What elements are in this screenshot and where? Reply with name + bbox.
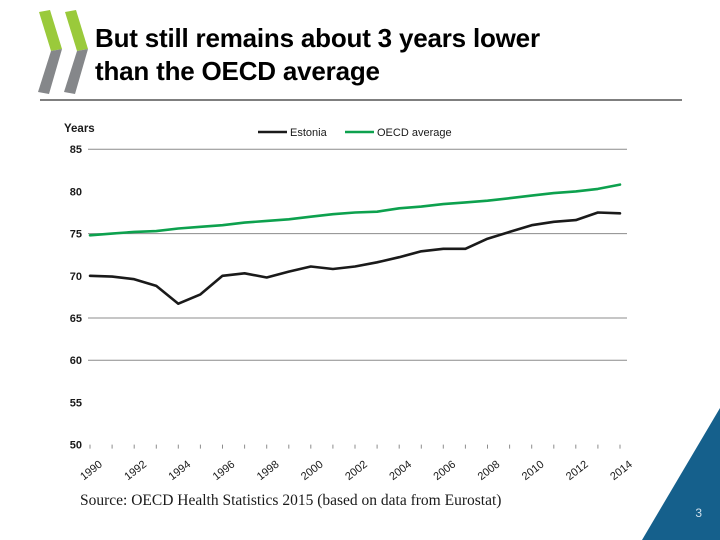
y-tick-label-50: 50 (70, 440, 82, 452)
y-tick-label-60: 60 (70, 355, 82, 367)
source-note: Source: OECD Health Statistics 2015 (bas… (80, 492, 502, 509)
x-tick-label-2000: 2000 (299, 459, 326, 484)
header-divider (40, 99, 682, 101)
chevron-right-gray (64, 49, 88, 94)
y-axis-title: Years (64, 123, 95, 135)
chevron-right-green (65, 10, 88, 51)
slide-title-line1: But still remains about 3 years lower (95, 23, 540, 53)
x-tick-label-1998: 1998 (255, 459, 282, 484)
x-tick-label-2008: 2008 (476, 459, 503, 484)
oecd-chevrons-logo (38, 10, 88, 94)
chevron-left (38, 10, 62, 94)
corner-triangle-shape (642, 408, 720, 540)
x-tick-label-1996: 1996 (211, 459, 238, 484)
corner-accent-triangle (642, 408, 720, 540)
page-number: 3 (695, 506, 702, 520)
chevron-left-green (39, 10, 62, 51)
y-tick-label-80: 80 (70, 186, 82, 198)
slide-title: But still remains about 3 years lower th… (95, 22, 540, 88)
y-tick-label-75: 75 (70, 229, 82, 241)
chart-canvas: Years 50 55 60 65 70 75 80 85 1990 1992 1994 1996 199… (64, 123, 635, 484)
slide-title-line2: than the OECD average (95, 56, 380, 86)
x-tick-label-1990: 1990 (78, 459, 105, 484)
x-tick-label-2012: 2012 (564, 459, 591, 484)
x-tick-label-2004: 2004 (387, 459, 414, 484)
y-tick-label-85: 85 (70, 144, 82, 156)
x-tick-label-1994: 1994 (166, 459, 193, 484)
y-tick-label-70: 70 (70, 271, 82, 283)
y-tick-label-55: 55 (70, 397, 82, 409)
x-tick-label-2006: 2006 (431, 459, 458, 484)
x-tick-label-2010: 2010 (520, 459, 547, 484)
legend-label-oecd-average: OECD average (377, 127, 452, 139)
chevron-left-gray (38, 49, 62, 94)
x-tick-label-2002: 2002 (343, 459, 370, 484)
estonia-line (88, 211, 622, 305)
x-tick-label-2014: 2014 (608, 459, 635, 484)
x-tick-label-1992: 1992 (122, 459, 149, 484)
y-tick-label-65: 65 (70, 313, 82, 325)
oecd-average-line (88, 183, 622, 237)
legend-label-estonia: Estonia (290, 127, 328, 139)
chevron-right (64, 10, 88, 94)
life-expectancy-chart: Years 50 55 60 65 70 75 80 85 1990 1992 1994 1996 199… (60, 115, 660, 485)
